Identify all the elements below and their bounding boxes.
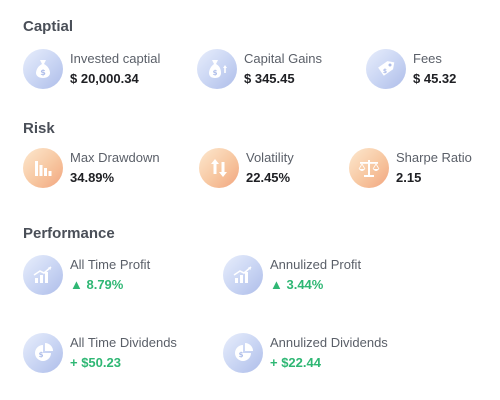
svg-text:$: $	[39, 351, 44, 359]
all-time-profit-label: All Time Profit	[70, 257, 151, 272]
money-bag-icon: $	[23, 49, 63, 89]
svg-text:$: $	[213, 69, 218, 77]
annualized-dividends-value: + $22.44	[270, 355, 321, 370]
fees-value: $ 45.32	[413, 71, 457, 86]
dividend-pie-icon: $	[223, 333, 263, 373]
max-drawdown-label: Max Drawdown	[70, 150, 160, 165]
capital-section-title: Captial	[23, 18, 74, 35]
svg-text:$: $	[40, 68, 46, 77]
annualized-dividends-label: Annulized Dividends	[270, 335, 388, 350]
up-down-arrows-icon	[199, 148, 239, 188]
balance-scale-icon	[349, 148, 389, 188]
fees-label: Fees	[413, 51, 442, 66]
sharpe-ratio-label: Sharpe Ratio	[396, 150, 472, 165]
max-drawdown-value: 34.89%	[70, 170, 115, 185]
svg-text:$: $	[239, 351, 244, 359]
all-time-dividends-label: All Time Dividends	[70, 335, 177, 350]
performance-section-title: Performance	[23, 225, 115, 242]
growth-chart-icon	[223, 255, 263, 295]
risk-section-title: Risk	[23, 120, 55, 137]
invested-capital-label: Invested captial	[70, 51, 161, 66]
all-time-dividends-value: + $50.23	[70, 355, 121, 370]
annualized-profit-value: ▲ 3.44%	[270, 277, 324, 292]
price-tag-icon: $	[366, 49, 406, 89]
capital-gains-value: $ 345.45	[244, 71, 295, 86]
annualized-profit-label: Annulized Profit	[270, 257, 362, 272]
capital-gains-label: Capital Gains	[244, 51, 323, 66]
all-time-profit-value: ▲ 8.79%	[70, 277, 124, 292]
invested-capital-value: $ 20,000.34	[70, 71, 139, 86]
volatility-label: Volatility	[246, 150, 294, 165]
dividend-pie-icon: $	[23, 333, 63, 373]
svg-text:$: $	[383, 68, 387, 75]
money-bag-up-icon: $	[197, 49, 237, 89]
sharpe-ratio-value: 2.15	[396, 170, 422, 185]
volatility-value: 22.45%	[246, 170, 291, 185]
growth-chart-icon	[23, 255, 63, 295]
drawdown-chart-icon	[23, 148, 63, 188]
